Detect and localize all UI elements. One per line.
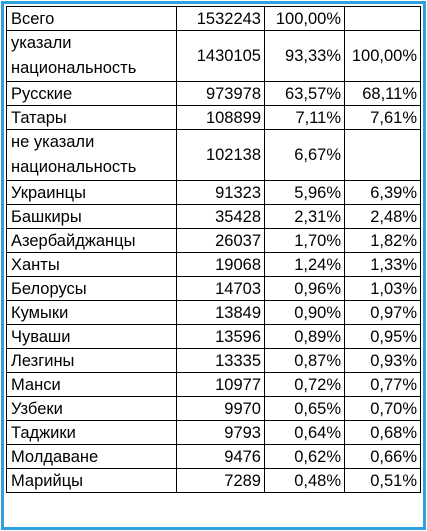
row-pct-total: 0,96% <box>264 276 345 301</box>
row-pct-total: 7,11% <box>264 105 345 130</box>
row-count: 13596 <box>176 324 265 349</box>
row-count: 13335 <box>176 348 265 373</box>
row-pct-total: 2,31% <box>264 204 345 229</box>
row-count: 1532243 <box>176 6 265 31</box>
row-count: 102138 <box>176 129 265 181</box>
table-row: Азербайджанцы 26037 1,70% 1,82% <box>6 228 421 253</box>
row-name: Марийцы <box>6 468 177 493</box>
row-count: 35428 <box>176 204 265 229</box>
row-pct-specified: 100,00% <box>344 30 421 82</box>
row-pct-specified: 0,51% <box>344 468 421 493</box>
row-pct-total: 100,00% <box>264 6 345 31</box>
row-name: Молдаване <box>6 444 177 469</box>
table-row: указали национальность 1430105 93,33% 10… <box>6 30 421 82</box>
table-row: Украинцы 91323 5,96% 6,39% <box>6 180 421 205</box>
nationality-table: Всего 1532243 100,00% указали национальн… <box>6 6 421 493</box>
row-count: 10977 <box>176 372 265 397</box>
row-pct-specified: 0,77% <box>344 372 421 397</box>
table-row: Манси 10977 0,72% 0,77% <box>6 372 421 397</box>
table-row: Всего 1532243 100,00% <box>6 6 421 31</box>
row-name: Ханты <box>6 252 177 277</box>
row-pct-specified: 1,82% <box>344 228 421 253</box>
row-count: 9476 <box>176 444 265 469</box>
row-name: Украинцы <box>6 180 177 205</box>
row-name: Белорусы <box>6 276 177 301</box>
row-pct-specified: 1,03% <box>344 276 421 301</box>
row-count: 973978 <box>176 81 265 106</box>
row-pct-specified <box>344 6 421 31</box>
table-row: Чуваши 13596 0,89% 0,95% <box>6 324 421 349</box>
row-count: 26037 <box>176 228 265 253</box>
row-count: 9793 <box>176 420 265 445</box>
table-row: Узбеки 9970 0,65% 0,70% <box>6 396 421 421</box>
table-row: Татары 108899 7,11% 7,61% <box>6 105 421 130</box>
table-row: Лезгины 13335 0,87% 0,93% <box>6 348 421 373</box>
row-name: Узбеки <box>6 396 177 421</box>
row-count: 108899 <box>176 105 265 130</box>
row-pct-total: 1,70% <box>264 228 345 253</box>
row-pct-total: 5,96% <box>264 180 345 205</box>
row-pct-total: 6,67% <box>264 129 345 181</box>
row-name: Башкиры <box>6 204 177 229</box>
row-pct-specified: 1,33% <box>344 252 421 277</box>
row-pct-specified: 0,93% <box>344 348 421 373</box>
table-row: не указали национальность 102138 6,67% <box>6 129 421 181</box>
row-name: Таджики <box>6 420 177 445</box>
table-row: Кумыки 13849 0,90% 0,97% <box>6 300 421 325</box>
row-pct-specified: 0,68% <box>344 420 421 445</box>
row-pct-total: 63,57% <box>264 81 345 106</box>
row-name: Татары <box>6 105 177 130</box>
row-name: Всего <box>6 6 177 31</box>
row-count: 7289 <box>176 468 265 493</box>
row-pct-total: 0,89% <box>264 324 345 349</box>
row-pct-total: 0,65% <box>264 396 345 421</box>
row-count: 91323 <box>176 180 265 205</box>
row-count: 19068 <box>176 252 265 277</box>
row-name: Манси <box>6 372 177 397</box>
row-name: Кумыки <box>6 300 177 325</box>
row-pct-specified: 7,61% <box>344 105 421 130</box>
row-pct-total: 0,72% <box>264 372 345 397</box>
row-pct-total: 1,24% <box>264 252 345 277</box>
table-row: Ханты 19068 1,24% 1,33% <box>6 252 421 277</box>
row-pct-total: 0,64% <box>264 420 345 445</box>
table-row: Русские 973978 63,57% 68,11% <box>6 81 421 106</box>
row-count: 13849 <box>176 300 265 325</box>
row-name: Лезгины <box>6 348 177 373</box>
row-count: 14703 <box>176 276 265 301</box>
table-row: Башкиры 35428 2,31% 2,48% <box>6 204 421 229</box>
row-count: 1430105 <box>176 30 265 82</box>
row-pct-total: 93,33% <box>264 30 345 82</box>
row-name: не указали национальность <box>6 129 177 181</box>
row-pct-specified <box>344 129 421 181</box>
row-pct-specified: 0,97% <box>344 300 421 325</box>
table-row: Молдаване 9476 0,62% 0,66% <box>6 444 421 469</box>
row-pct-specified: 2,48% <box>344 204 421 229</box>
row-pct-specified: 68,11% <box>344 81 421 106</box>
row-pct-specified: 6,39% <box>344 180 421 205</box>
table-row: Марийцы 7289 0,48% 0,51% <box>6 468 421 493</box>
row-pct-specified: 0,66% <box>344 444 421 469</box>
row-count: 9970 <box>176 396 265 421</box>
table-row: Белорусы 14703 0,96% 1,03% <box>6 276 421 301</box>
row-pct-specified: 0,95% <box>344 324 421 349</box>
row-name: Азербайджанцы <box>6 228 177 253</box>
table-row: Таджики 9793 0,64% 0,68% <box>6 420 421 445</box>
row-pct-specified: 0,70% <box>344 396 421 421</box>
row-name: Чуваши <box>6 324 177 349</box>
row-pct-total: 0,62% <box>264 444 345 469</box>
row-pct-total: 0,90% <box>264 300 345 325</box>
row-pct-total: 0,48% <box>264 468 345 493</box>
row-pct-total: 0,87% <box>264 348 345 373</box>
row-name: Русские <box>6 81 177 106</box>
row-name: указали национальность <box>6 30 177 82</box>
